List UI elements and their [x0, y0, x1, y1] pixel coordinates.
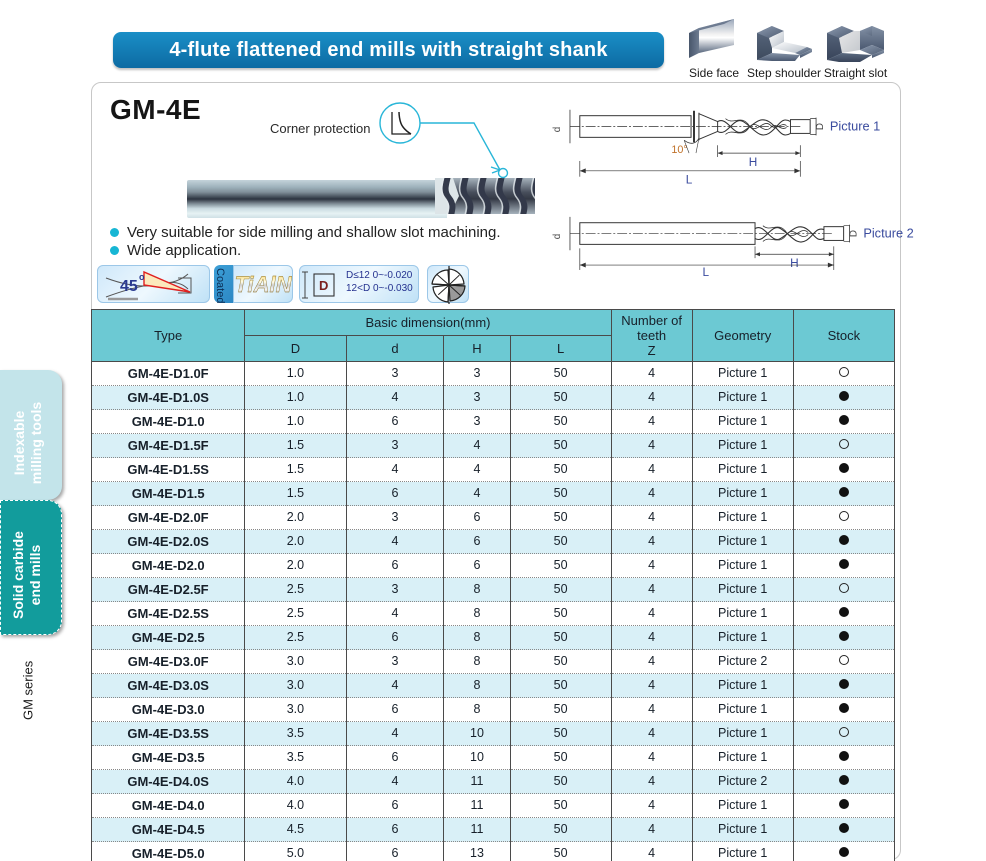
svg-text:L: L — [686, 173, 693, 187]
svg-text:D: D — [815, 123, 826, 130]
svg-text:H: H — [749, 155, 758, 169]
svg-text:45: 45 — [120, 278, 138, 295]
svg-text:H: H — [790, 256, 799, 270]
svg-text:Picture 1: Picture 1 — [830, 118, 880, 133]
svg-text:D: D — [848, 230, 859, 237]
svg-text:o: o — [139, 272, 145, 282]
svg-text:L: L — [703, 265, 710, 279]
svg-text:Picture 2: Picture 2 — [863, 225, 913, 240]
svg-text:D: D — [319, 278, 328, 293]
svg-text:10°: 10° — [671, 144, 687, 156]
svg-text:d: d — [552, 234, 563, 239]
svg-text:d: d — [552, 127, 563, 132]
